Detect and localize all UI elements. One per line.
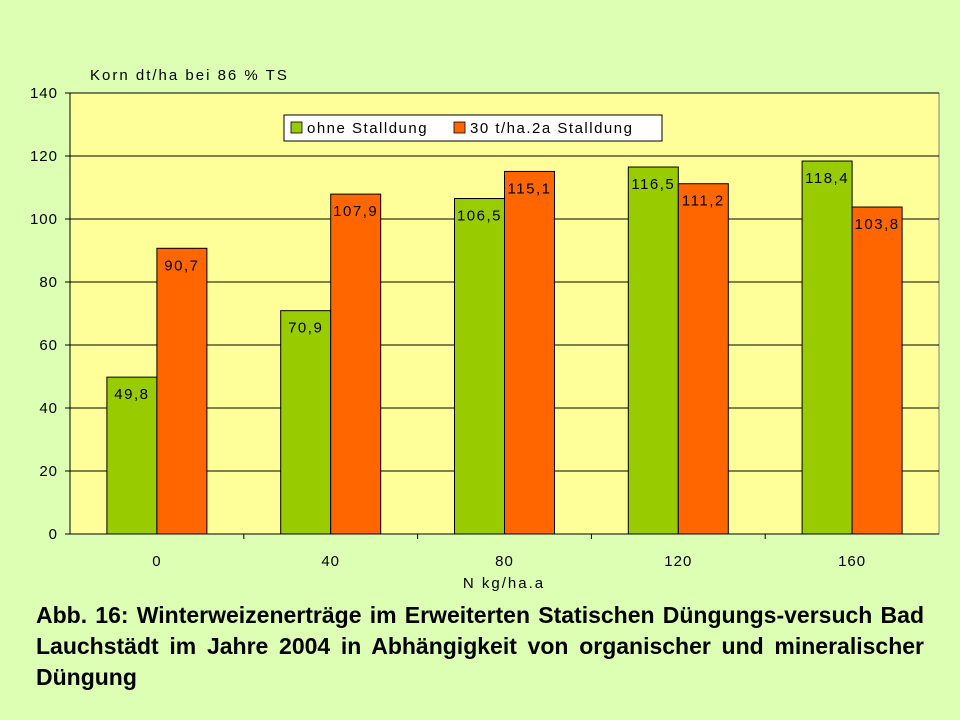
y-tick-label-0: 0 [49,526,58,543]
y-tick-label-60: 60 [39,337,58,354]
x-tick-label-80: 80 [495,553,514,570]
data-label-stalldung-120: 111,2 [682,193,725,210]
bar-ohne-stalldung-80 [454,198,505,535]
x-tick-label-0: 0 [152,553,161,570]
y-tick-label-120: 120 [30,148,58,165]
legend-label-ohne-stalldung: ohne Stalldung [307,120,428,137]
bars [106,160,903,535]
y-tick-labels: 0 20 40 60 80 100 120 140 [30,85,58,543]
y-tick-label-140: 140 [30,85,58,102]
data-label-stalldung-80: 115,1 [508,180,552,197]
legend-swatch-ohne-stalldung [290,121,303,134]
bar-ohne-stalldung-120 [627,166,679,535]
data-labels: 49,8 90,7 70,9 107,9 106,5 115,1 116,5 111,2 118… [114,170,900,403]
data-label-ohne-stalldung-40: 70,9 [288,320,323,337]
data-label-ohne-stalldung-0: 49,8 [114,386,149,403]
legend: ohne Stalldung 30 t/ha.2a Stalldung [283,114,663,142]
bar-stalldung-160 [851,206,903,535]
bar-ohne-stalldung-160 [801,160,853,535]
data-label-ohne-stalldung-80: 106,5 [457,208,502,225]
y-tick-label-100: 100 [30,211,58,228]
legend-label-30t-stalldung: 30 t/ha.2a Stalldung [470,120,633,137]
data-label-stalldung-40: 107,9 [333,203,378,220]
x-tick-labels: 0 40 80 120 160 [152,553,866,570]
data-label-stalldung-160: 103,8 [855,216,900,233]
data-label-stalldung-0: 90,7 [164,257,199,274]
x-tick-label-40: 40 [321,553,340,570]
bar-ohne-stalldung-0 [106,376,158,535]
bar-ohne-stalldung-40 [280,310,332,535]
data-label-ohne-stalldung-160: 118,4 [805,170,849,187]
bar-stalldung-0 [156,247,208,535]
y-axis-title: Korn dt/ha bei 86 % TS [90,67,289,84]
legend-box [283,114,663,142]
x-axis-title: N kg/ha.a [463,575,545,592]
y-tick-label-80: 80 [39,274,58,291]
data-label-ohne-stalldung-120: 116,5 [631,176,675,193]
legend-swatch-30t-stalldung [453,121,466,134]
figure-caption: Abb. 16: Winterweizenerträge im Erweiter… [36,602,924,690]
bar-stalldung-120 [677,183,729,535]
y-tick-label-20: 20 [39,463,58,480]
x-tick-label-160: 160 [838,553,866,570]
x-tick-label-120: 120 [664,553,692,570]
y-tick-label-40: 40 [39,400,58,417]
bar-stalldung-80 [504,170,555,535]
bar-stalldung-40 [330,193,382,535]
bar-chart: 0 20 40 60 80 100 120 140 0 40 80 120 160 49,8 90,7 7… [30,67,940,592]
